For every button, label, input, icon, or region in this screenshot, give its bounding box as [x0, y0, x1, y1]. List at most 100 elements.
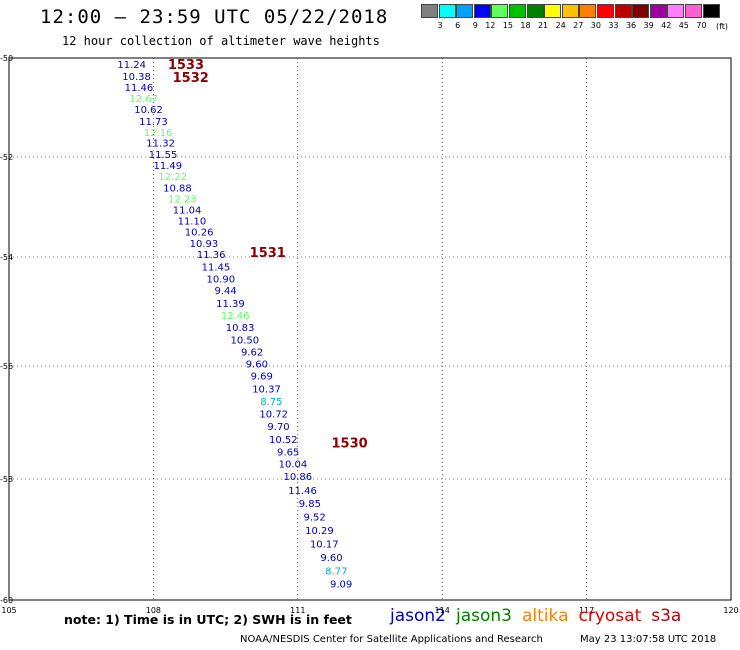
y-tick-label: -58 [0, 475, 13, 484]
scale-label: 39 [643, 21, 654, 30]
wave-height-value: 9.60 [320, 553, 342, 564]
scale-swatch [667, 4, 685, 18]
wave-height-value: 12.16 [144, 128, 173, 139]
scale-swatch [649, 4, 667, 18]
y-tick-label: -50 [0, 54, 13, 63]
scale-label: 27 [573, 21, 584, 30]
scale-cell [702, 4, 721, 36]
wave-height-value: 8.75 [260, 397, 282, 408]
wave-height-value: 10.88 [163, 184, 192, 195]
scale-label: 42 [661, 21, 672, 30]
footer-credit: NOAA/NESDIS Center for Satellite Applica… [240, 634, 543, 645]
scale-cell: 9 [456, 4, 478, 36]
scale-swatch [684, 4, 702, 18]
wave-height-value: 11.39 [216, 299, 245, 310]
scale-swatch [702, 4, 720, 18]
x-tick-label: 114 [435, 606, 450, 615]
scale-swatch [614, 4, 632, 18]
wave-height-value: 11.46 [288, 486, 317, 497]
scale-swatch [579, 4, 597, 18]
wave-height-value: 10.72 [259, 409, 288, 420]
wave-height-value: 10.93 [190, 239, 219, 250]
wave-height-value: 10.04 [279, 460, 308, 471]
scale-swatch [473, 4, 491, 18]
scale-swatch [544, 4, 562, 18]
wave-height-value: 11.10 [178, 217, 207, 228]
wave-height-value: 10.90 [206, 274, 235, 285]
wave-height-value: 11.55 [149, 150, 178, 161]
wave-height-value: 10.37 [252, 385, 281, 396]
scale-swatch [421, 4, 438, 18]
scale-cell: 36 [614, 4, 637, 36]
wave-height-value: 10.83 [226, 323, 255, 334]
scale-swatch [491, 4, 509, 18]
wave-height-value: 12.22 [158, 172, 187, 183]
wave-height-value: 11.49 [154, 161, 183, 172]
scale-label: 12 [485, 21, 496, 30]
wave-height-value: 11.04 [173, 206, 202, 217]
x-tick-label: 108 [146, 606, 161, 615]
scale-label: 3 [437, 21, 443, 30]
scale-swatch [632, 4, 650, 18]
wave-height-value: 10.62 [134, 105, 163, 116]
scale-cell: 30 [579, 4, 601, 36]
wave-height-value: 11.24 [117, 60, 146, 71]
y-tick-label: -52 [0, 153, 13, 162]
time-label: 1532 [173, 71, 209, 86]
y-tick-label: -56 [0, 362, 13, 371]
scale-cell: 6 [438, 4, 461, 36]
scale-swatch [508, 4, 526, 18]
time-label: 1533 [168, 58, 204, 73]
wave-height-value: 11.73 [139, 117, 168, 128]
scale-cell: 12 [473, 4, 496, 36]
scale-cell: 24 [544, 4, 566, 36]
scale-cell: 42 [649, 4, 672, 36]
wave-height-value: 10.50 [231, 335, 260, 346]
wave-height-value: 9.60 [246, 359, 268, 370]
legend-altika: altika [522, 606, 569, 626]
scale-label: 33 [608, 21, 619, 30]
y-tick-label: -60 [0, 596, 13, 605]
wave-height-value: 12.23 [168, 195, 197, 206]
scale-label: 36 [625, 21, 637, 30]
plot-frame [8, 57, 732, 601]
wave-height-value: 9.44 [214, 286, 236, 297]
scale-label: 6 [455, 21, 461, 30]
wave-height-value: 9.69 [251, 372, 273, 383]
note-text: note: 1) Time is in UTC; 2) SWH is in fe… [64, 612, 352, 627]
wave-height-value: 11.36 [197, 250, 226, 261]
wave-height-value: 9.70 [267, 422, 289, 433]
x-tick-label: 117 [579, 606, 594, 615]
legend-cryosat: cryosat [578, 606, 642, 626]
legend-jason2: jason2 [390, 606, 446, 626]
scale-swatch [438, 4, 456, 18]
satellite-legend: jason2 jason3 altika cryosat s3a [390, 606, 691, 626]
wave-height-value: 9.62 [241, 347, 263, 358]
chart-subtitle: 12 hour collection of altimeter wave hei… [62, 34, 380, 48]
scale-cell: 39 [632, 4, 654, 36]
scale-label: 30 [590, 21, 601, 30]
wave-height-value: 10.38 [122, 72, 151, 83]
wave-height-value: 9.09 [330, 580, 352, 591]
scale-label: 15 [502, 21, 513, 30]
scale-swatch [526, 4, 544, 18]
generation-timestamp: May 23 13:07:58 UTC 2018 [580, 634, 717, 645]
chart-title: 12:00 – 23:59 UTC 05/22/2018 [40, 6, 389, 28]
time-label: 1531 [250, 246, 286, 261]
scale-cell: 3 [421, 4, 443, 36]
scale-swatch [561, 4, 579, 18]
x-tick-label: 111 [290, 606, 305, 615]
scale-swatch [596, 4, 614, 18]
color-scale-unit: (ft) [716, 22, 729, 31]
wave-height-value: 11.45 [202, 262, 231, 273]
x-tick-label: 120 [723, 606, 738, 615]
scale-cell: 21 [526, 4, 548, 36]
wave-height-value: 9.65 [277, 447, 299, 458]
wave-height-value: 12.46 [221, 311, 250, 322]
wave-height-value: 9.52 [304, 513, 326, 524]
scale-cell: 70 [684, 4, 707, 36]
scale-label: 9 [472, 21, 478, 30]
x-tick-label: 105 [1, 606, 16, 615]
scale-label: 70 [696, 21, 707, 30]
